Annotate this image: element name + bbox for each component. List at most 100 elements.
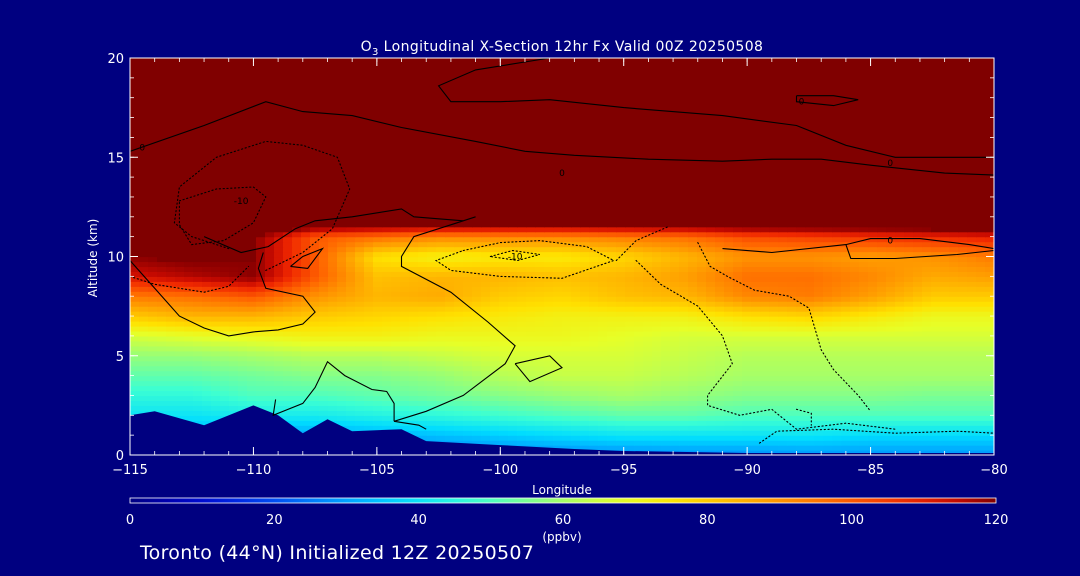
field-cell bbox=[355, 196, 365, 203]
field-cell bbox=[859, 325, 869, 332]
field-cell bbox=[607, 311, 617, 317]
field-cell bbox=[148, 395, 158, 402]
field-cell bbox=[949, 291, 959, 297]
field-cell bbox=[985, 350, 994, 357]
field-cell bbox=[877, 325, 887, 332]
field-cell bbox=[220, 330, 230, 337]
field-cell bbox=[679, 241, 689, 248]
field-cell bbox=[337, 355, 347, 362]
field-cell bbox=[346, 296, 356, 302]
field-cell bbox=[643, 271, 653, 277]
field-cell bbox=[220, 216, 230, 223]
field-cell bbox=[877, 385, 887, 392]
field-cell bbox=[616, 365, 626, 372]
field-cell bbox=[337, 385, 347, 392]
field-cell bbox=[724, 206, 734, 213]
field-cell bbox=[301, 306, 311, 312]
field-cell bbox=[778, 350, 788, 357]
field-cell bbox=[607, 221, 617, 228]
field-cell bbox=[679, 370, 689, 377]
field-cell bbox=[211, 196, 221, 203]
field-cell bbox=[877, 276, 887, 282]
field-cell bbox=[715, 246, 725, 253]
field-cell bbox=[535, 395, 545, 402]
field-cell bbox=[373, 266, 383, 272]
field-cell bbox=[751, 435, 761, 441]
field-cell bbox=[805, 261, 815, 268]
field-cell bbox=[742, 415, 752, 421]
field-cell bbox=[355, 221, 365, 228]
field-cell bbox=[418, 330, 428, 337]
field-cell bbox=[931, 420, 941, 426]
field-cell bbox=[616, 380, 626, 387]
field-cell bbox=[247, 296, 257, 302]
field-cell bbox=[580, 231, 590, 238]
field-cell bbox=[859, 266, 869, 272]
field-cell bbox=[463, 425, 473, 431]
field-cell bbox=[625, 251, 635, 258]
field-cell bbox=[670, 340, 680, 347]
field-cell bbox=[193, 420, 203, 426]
field-cell bbox=[292, 301, 302, 307]
field-cell bbox=[409, 226, 419, 233]
field-cell bbox=[823, 211, 833, 218]
field-cell bbox=[751, 211, 761, 218]
field-cell bbox=[967, 385, 977, 392]
field-cell bbox=[643, 266, 653, 272]
field-cell bbox=[193, 410, 203, 416]
field-cell bbox=[769, 440, 779, 446]
field-cell bbox=[355, 385, 365, 392]
field-cell bbox=[724, 330, 734, 337]
field-cell bbox=[940, 375, 950, 382]
field-cell bbox=[139, 196, 149, 203]
field-cell bbox=[751, 440, 761, 446]
field-cell bbox=[679, 425, 689, 431]
field-cell bbox=[598, 440, 608, 446]
field-cell bbox=[697, 375, 707, 382]
field-cell bbox=[148, 380, 158, 387]
field-cell bbox=[427, 350, 437, 357]
field-cell bbox=[355, 231, 365, 238]
field-cell bbox=[805, 355, 815, 362]
field-cell bbox=[661, 271, 671, 277]
field-cell bbox=[463, 296, 473, 302]
field-cell bbox=[427, 291, 437, 297]
field-cell bbox=[265, 350, 275, 357]
field-cell bbox=[814, 276, 824, 282]
field-cell bbox=[175, 400, 185, 406]
field-cell bbox=[166, 296, 176, 302]
field-cell bbox=[193, 236, 203, 243]
field-cell bbox=[193, 251, 203, 258]
field-cell bbox=[670, 236, 680, 243]
field-cell bbox=[175, 236, 185, 243]
field-cell bbox=[769, 286, 779, 292]
field-cell bbox=[292, 385, 302, 392]
field-cell bbox=[445, 221, 455, 228]
field-cell bbox=[796, 226, 806, 233]
field-cell bbox=[139, 375, 149, 382]
field-cell bbox=[751, 221, 761, 228]
field-cell bbox=[256, 211, 266, 218]
field-cell bbox=[976, 226, 986, 233]
field-cell bbox=[949, 385, 959, 392]
field-cell bbox=[967, 256, 977, 263]
field-cell bbox=[967, 440, 977, 446]
field-cell bbox=[976, 291, 986, 297]
field-cell bbox=[454, 330, 464, 337]
field-cell bbox=[427, 360, 437, 367]
field-cell bbox=[238, 385, 248, 392]
field-cell bbox=[193, 261, 203, 268]
field-cell bbox=[526, 425, 536, 431]
field-cell bbox=[283, 400, 293, 406]
field-cell bbox=[130, 271, 140, 277]
field-cell bbox=[319, 355, 329, 362]
field-cell bbox=[742, 291, 752, 297]
field-cell bbox=[130, 370, 140, 377]
field-cell bbox=[427, 400, 437, 406]
field-cell bbox=[769, 216, 779, 223]
field-cell bbox=[319, 395, 329, 402]
field-cell bbox=[427, 296, 437, 302]
field-cell bbox=[850, 420, 860, 426]
field-cell bbox=[481, 420, 491, 426]
field-cell bbox=[445, 400, 455, 406]
